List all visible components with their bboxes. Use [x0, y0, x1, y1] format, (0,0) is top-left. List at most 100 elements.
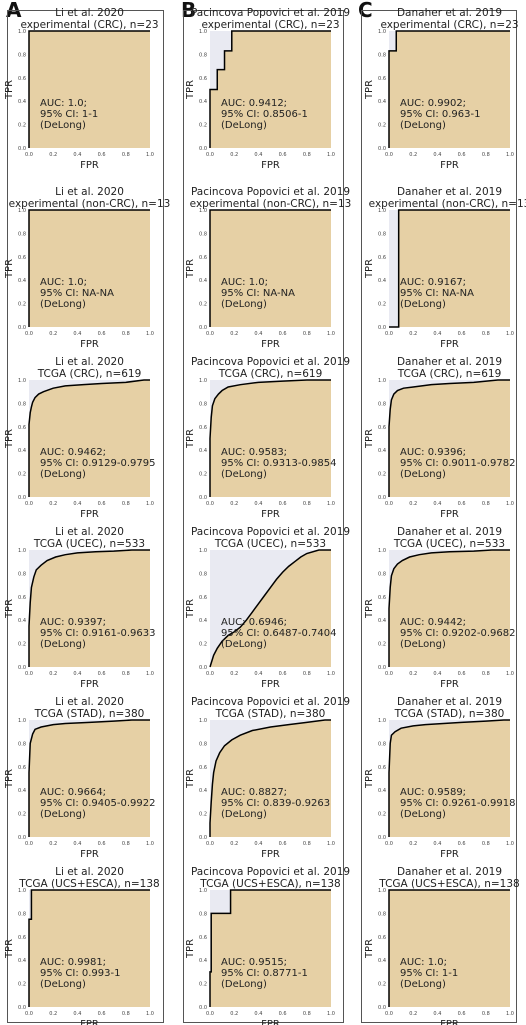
y-tick-label: 0.4: [199, 788, 207, 794]
y-tick-label: 0.6: [378, 255, 386, 261]
y-tick-label: 0.6: [199, 425, 207, 431]
auc-annotation-line: (DeLong): [40, 979, 86, 990]
x-tick-label: 0.2: [409, 331, 417, 337]
y-tick-label: 0.6: [18, 76, 26, 82]
y-tick-label: 0.8: [199, 741, 207, 747]
x-tick-label: 1.0: [506, 671, 514, 677]
auc-annotation-line: 95% CI: 1-1: [400, 968, 458, 979]
chart-title-line1: Li et al. 2020: [55, 7, 124, 19]
auc-annotation-line: AUC: 1.0;: [400, 957, 447, 968]
y-tick-label: 0.8: [378, 571, 386, 577]
x-axis-label: FPR: [440, 1019, 459, 1025]
x-tick-label: 0.8: [303, 671, 311, 677]
x-tick-label: 0.2: [409, 671, 417, 677]
y-tick-label: 0.8: [18, 571, 26, 577]
x-tick-label: 0.0: [385, 501, 393, 507]
x-tick-label: 0.2: [409, 152, 417, 158]
chart-title-line1: Danaher et al. 2019: [397, 866, 502, 878]
y-tick-label: 0.4: [18, 618, 26, 624]
roc-curve-line: [388, 30, 510, 148]
x-tick-label: 0.4: [433, 152, 441, 158]
y-tick-label: 0.6: [18, 935, 26, 941]
x-tick-label: 0.8: [122, 331, 130, 337]
x-axis-label: FPR: [80, 679, 99, 690]
y-tick-label: 0.2: [18, 123, 26, 129]
auc-annotation-line: (DeLong): [221, 639, 267, 650]
x-tick-label: 0.8: [482, 501, 490, 507]
y-axis-label: TPR: [4, 429, 15, 449]
y-axis-label: TPR: [364, 939, 375, 959]
auc-area: [389, 380, 510, 497]
x-tick-label: 0.4: [73, 1011, 81, 1017]
x-tick-label: 0.6: [458, 1011, 466, 1017]
auc-annotation-line: 95% CI: 0.9261-0.9918: [400, 798, 515, 809]
auc-annotation-line: AUC: 0.9462;: [40, 447, 106, 458]
auc-annotation-line: AUC: 0.9397;: [40, 617, 106, 628]
auc-area: [210, 210, 331, 327]
y-tick-label: 1.0: [378, 208, 386, 214]
auc-area: [210, 380, 331, 497]
auc-annotation-line: (DeLong): [221, 120, 267, 131]
roc-curve-line: [389, 209, 510, 328]
chart-title-line1: Pacincova Popovici et al. 2019: [191, 356, 350, 368]
auc-annotation-line: 95% CI: 0.9202-0.9682: [400, 628, 515, 639]
auc-annotation-line: 95% CI: 0.8506-1: [221, 109, 308, 120]
y-tick-label: 0.0: [199, 325, 207, 331]
y-tick-label: 0.2: [378, 123, 386, 129]
x-tick-label: 0.6: [279, 1011, 287, 1017]
auc-annotation-line: AUC: 0.9396;: [400, 447, 466, 458]
auc-area: [389, 890, 510, 1007]
auc-annotation-line: 95% CI: 0.9129-0.9795: [40, 458, 155, 469]
auc-area: [29, 890, 150, 1007]
auc-area: [389, 210, 510, 327]
column-box-b: [183, 10, 344, 1023]
y-axis-label: TPR: [4, 80, 15, 100]
auc-annotation-line: AUC: 0.9981;: [40, 957, 106, 968]
auc-annotation-line: AUC: 0.9167;: [400, 277, 466, 288]
y-tick-label: 0.6: [378, 595, 386, 601]
x-tick-label: 1.0: [327, 501, 335, 507]
y-tick-label: 1.0: [199, 548, 207, 554]
y-tick-label: 0.8: [378, 52, 386, 58]
auc-annotation-line: (DeLong): [221, 979, 267, 990]
y-tick-label: 0.8: [378, 231, 386, 237]
x-tick-label: 0.0: [25, 1011, 33, 1017]
y-axis-label: TPR: [185, 939, 196, 959]
chart-title-line1: Li et al. 2020: [55, 696, 124, 708]
auc-annotation-line: 95% CI: NA-NA: [400, 288, 474, 299]
x-axis-label: FPR: [80, 509, 99, 520]
y-tick-label: 0.0: [18, 146, 26, 152]
auc-area: [29, 720, 150, 837]
y-tick-label: 1.0: [378, 378, 386, 384]
x-tick-label: 1.0: [146, 501, 154, 507]
x-tick-label: 0.6: [458, 501, 466, 507]
x-tick-label: 0.4: [254, 671, 262, 677]
x-tick-label: 0.4: [433, 1011, 441, 1017]
y-tick-label: 0.0: [199, 495, 207, 501]
chart-title-line2: TCGA (UCEC), n=533: [33, 538, 145, 550]
roc-curve-line: [28, 209, 150, 327]
y-axis-label: TPR: [364, 599, 375, 619]
x-axis-label: FPR: [80, 849, 99, 860]
x-tick-label: 0.2: [49, 152, 57, 158]
y-tick-label: 0.0: [378, 1005, 386, 1011]
y-tick-label: 1.0: [378, 718, 386, 724]
x-tick-label: 0.2: [409, 501, 417, 507]
y-tick-label: 1.0: [18, 208, 26, 214]
x-tick-label: 0.8: [303, 331, 311, 337]
x-tick-label: 0.2: [230, 841, 238, 847]
x-axis-label: FPR: [261, 339, 280, 350]
y-tick-label: 0.4: [18, 99, 26, 105]
y-tick-label: 0.2: [199, 642, 207, 648]
x-tick-label: 0.0: [206, 671, 214, 677]
y-tick-label: 1.0: [18, 378, 26, 384]
x-tick-label: 1.0: [327, 1011, 335, 1017]
x-tick-label: 0.8: [122, 152, 130, 158]
x-tick-label: 0.6: [98, 331, 106, 337]
roc-curve-line: [28, 549, 150, 667]
y-tick-label: 0.4: [199, 99, 207, 105]
